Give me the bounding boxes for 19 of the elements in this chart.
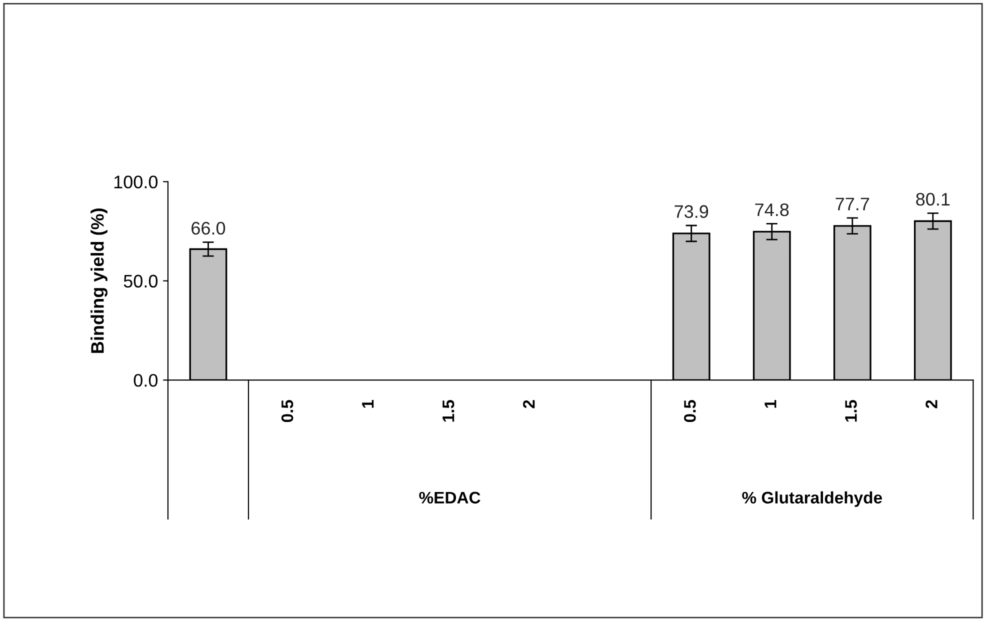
x-tick-label: 2 [926,400,938,408]
text: %EDAC [419,492,480,504]
x-tick-label: 2 [522,400,535,408]
y-axis-title: Binding yield (%) [90,208,108,353]
x-tick-label: 1 [764,400,776,408]
text: % Glutaraldehyde [742,491,882,507]
y-tick-label: 0.0 [134,374,158,387]
data-label: 73.9 [674,205,708,218]
x-tick-label: 1.5 [442,400,454,422]
x-tick-label: 0.5 [684,400,696,422]
data-label: 66.0 [192,222,226,235]
y-tick-label: 50.0 [124,274,158,288]
x-tick-label: 0.5 [281,400,294,422]
x-tick-label: 1 [362,400,374,408]
data-label: 74.8 [755,203,789,216]
data-label: 77.7 [836,198,870,210]
data-label: 80.1 [916,192,950,206]
y-tick-label: 100.0 [114,176,158,188]
x-tick-label: 1.5 [845,400,857,422]
